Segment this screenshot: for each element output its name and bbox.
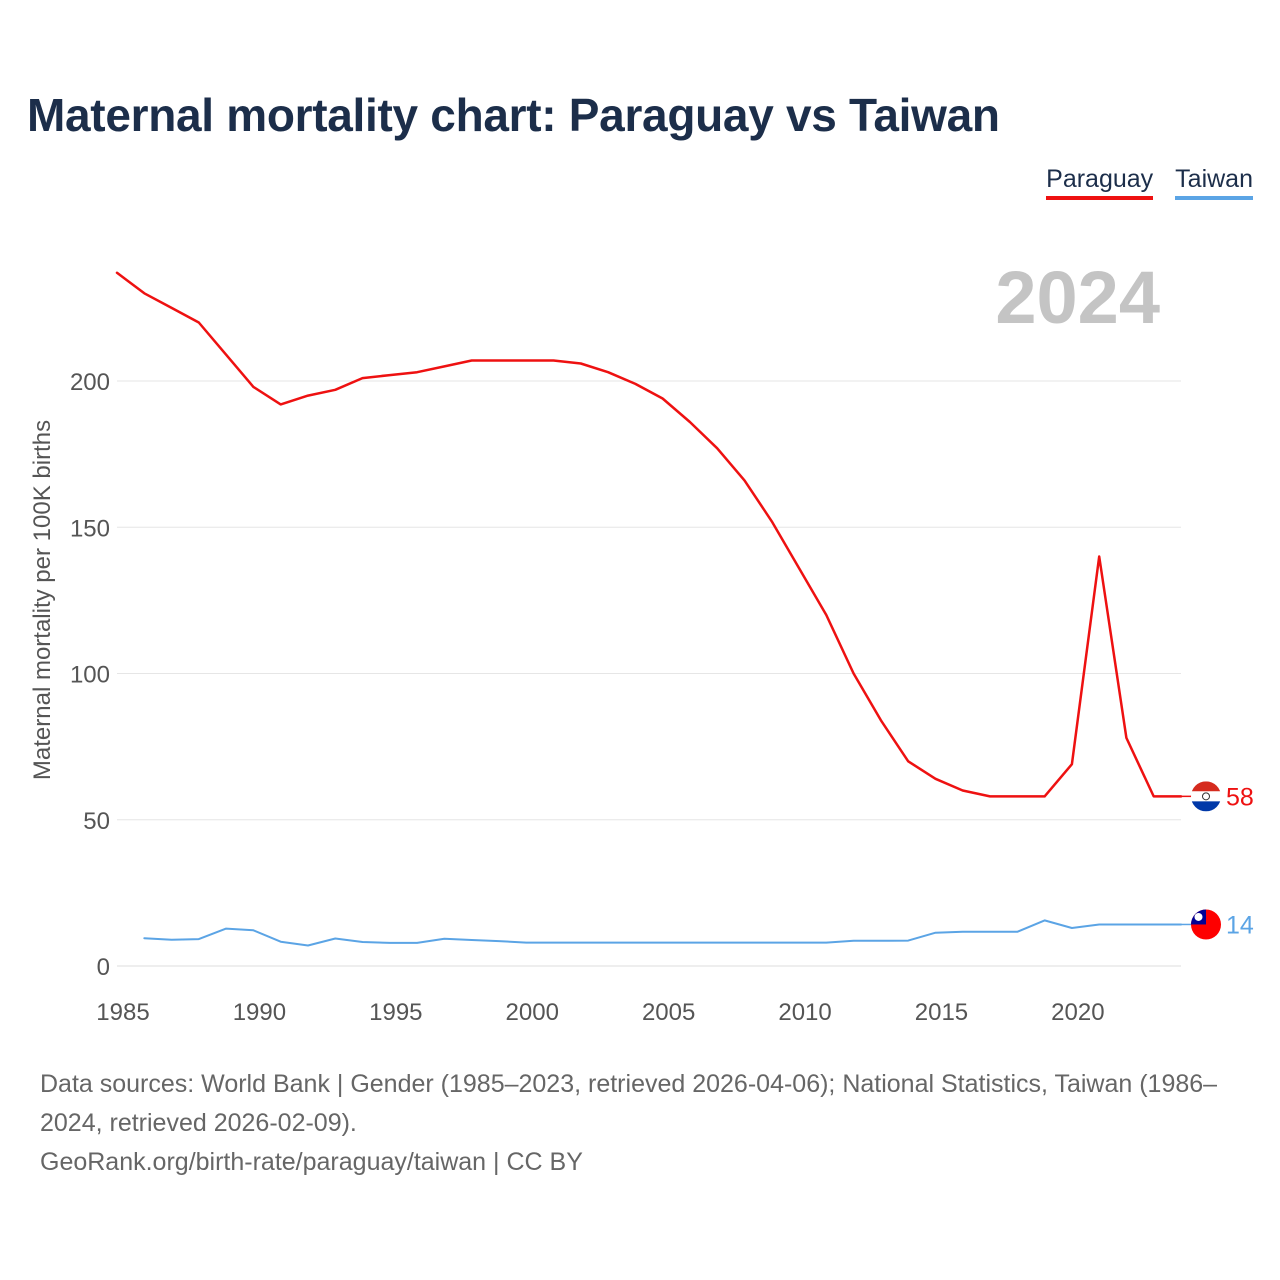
legend: Paraguay Taiwan: [1046, 165, 1253, 200]
x-tick-label: 1985: [96, 999, 149, 1026]
x-tick-label: 1990: [233, 999, 286, 1026]
legend-item-taiwan[interactable]: Taiwan: [1175, 165, 1253, 200]
y-tick-label: 200: [70, 369, 110, 396]
line-chart: 0 50 100 150 200 1985 1990 1995 2000 2005 2010 2015…: [29, 256, 1254, 1026]
chart-title: Maternal mortality chart: Paraguay vs Ta…: [27, 89, 1000, 141]
legend-item-paraguay[interactable]: Paraguay: [1046, 165, 1154, 200]
source-note: Data sources: World Bank | Gender (1985–…: [40, 1065, 1220, 1182]
taiwan-flag-icon: [1191, 909, 1221, 940]
x-tick-label: 2010: [778, 999, 831, 1026]
source-line-1: Data sources: World Bank | Gender (1985–…: [40, 1070, 1218, 1137]
end-value-paraguay: 58: [1226, 783, 1254, 811]
x-tick-label: 2000: [506, 999, 559, 1026]
x-tick-label: 2020: [1051, 999, 1104, 1026]
x-tick-label: 2015: [915, 999, 968, 1026]
x-tick-label: 1995: [369, 999, 422, 1026]
end-value-taiwan: 14: [1226, 911, 1254, 939]
year-label: 2024: [995, 256, 1160, 339]
paraguay-flag-icon: [1191, 781, 1221, 812]
y-tick-label: 0: [97, 954, 110, 981]
x-tick-label: 2005: [642, 999, 695, 1026]
series-line-paraguay: [115, 271, 1183, 798]
y-tick-label: 100: [70, 662, 110, 689]
y-axis-title: Maternal mortality per 100K births: [29, 420, 56, 780]
y-tick-label: 150: [70, 515, 110, 542]
series-line-taiwan: [143, 919, 1182, 947]
source-line-2[interactable]: GeoRank.org/birth-rate/paraguay/taiwan |…: [40, 1148, 583, 1176]
y-tick-label: 50: [83, 808, 110, 835]
